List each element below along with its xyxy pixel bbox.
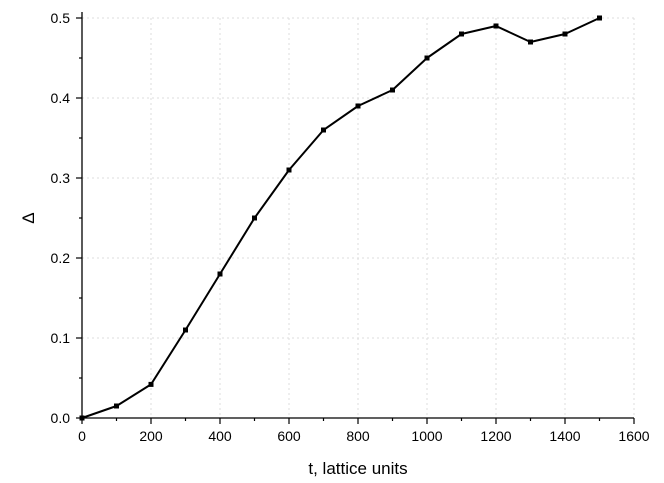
y-tick-label: 0.4 — [51, 90, 71, 106]
data-point — [252, 215, 257, 221]
x-tick-label: 800 — [346, 428, 370, 444]
data-point — [183, 327, 188, 333]
ticks: 0 200 400 600 800 1000 1200 1400 1600 0.0 0.1 0.2 0.… — [51, 10, 650, 444]
x-tick-label: 200 — [139, 428, 163, 444]
x-tick-label: 600 — [277, 428, 301, 444]
data-point — [286, 167, 292, 173]
x-tick-label: 0 — [78, 428, 86, 444]
data-point — [114, 403, 119, 409]
data-point — [355, 103, 361, 109]
y-tick-label: 0.2 — [51, 250, 71, 266]
data-point — [459, 31, 464, 37]
x-tick-label: 1000 — [411, 428, 442, 444]
x-tick-label: 1200 — [480, 428, 511, 444]
data-point — [562, 31, 568, 37]
x-axis-title: t, lattice units — [308, 459, 407, 478]
y-tick-label: 0.3 — [51, 170, 71, 186]
x-tick-label: 1400 — [549, 428, 580, 444]
y-tick-label: 0.0 — [51, 410, 71, 426]
y-tick-label: 0.1 — [51, 330, 71, 346]
series-line — [81, 17, 600, 419]
y-tick-label: 0.5 — [51, 10, 71, 26]
y-axis-title: Δ — [19, 212, 38, 223]
data-point — [79, 415, 85, 421]
data-point — [424, 55, 430, 61]
data-point — [148, 381, 154, 387]
data-point — [493, 23, 499, 29]
data-point — [528, 39, 533, 45]
x-tick-label: 400 — [208, 428, 232, 444]
x-tick-label: 1600 — [618, 428, 649, 444]
data-point — [597, 15, 602, 21]
data-point — [321, 127, 326, 133]
grid — [82, 17, 635, 418]
data-point — [217, 271, 223, 277]
series — [79, 15, 602, 421]
data-point — [390, 87, 395, 93]
